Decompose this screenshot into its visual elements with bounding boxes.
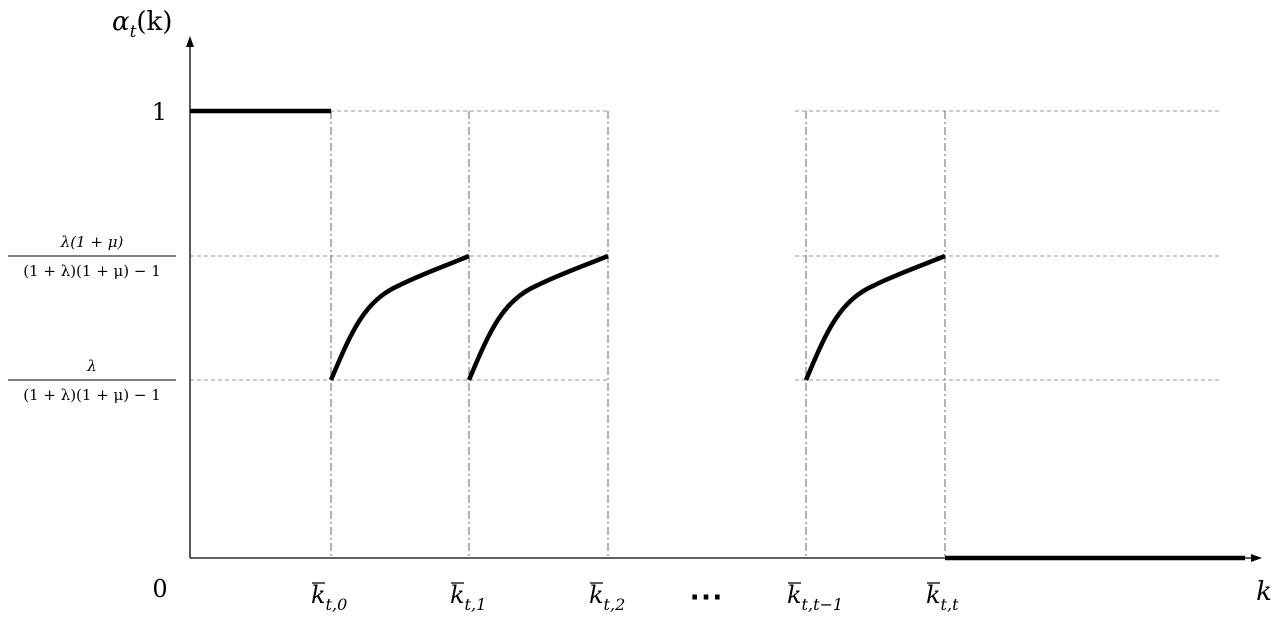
x-axis-arrow [1251, 554, 1262, 562]
axes [186, 36, 1262, 562]
y-tick-upper-numerator: λ(1 + μ) [60, 233, 124, 251]
y-axis-arrow [186, 36, 194, 47]
x-tick-label: kt,1 [450, 581, 486, 614]
x-axis-label: k [1256, 577, 1272, 607]
x-ellipsis: ⋯ [689, 577, 723, 617]
y-tick-lower-numerator: λ [86, 357, 97, 375]
x-tick-ktm1: kt,t−1 [787, 581, 843, 614]
y-tick-one: 1 [152, 98, 167, 126]
x-tick-k0: kt,0 [311, 581, 347, 614]
chart-vertical-grid [330, 111, 946, 558]
chart-grid [190, 110, 1222, 381]
curve-0 [328, 253, 470, 381]
x-tick-k1: kt,1 [450, 581, 486, 614]
x-tick-label: kt,0 [311, 581, 347, 614]
y-tick-upper-denominator: (1 + λ)(1 + μ) − 1 [23, 262, 161, 280]
x-tick-k2: kt,2 [589, 581, 625, 614]
x-tick-ktt: kt,t [926, 581, 959, 614]
y-tick-lower-denominator: (1 + λ)(1 + μ) − 1 [23, 386, 161, 404]
y-axis-label-arg: (k) [136, 7, 172, 37]
x-tick-label: kt,t [926, 581, 959, 614]
curve-t-1 [803, 253, 946, 381]
x-tick-label: kt,2 [589, 581, 625, 614]
x-tick-labels: kt,0 kt,1 kt,2 kt,t−1 kt,t [311, 581, 959, 614]
curve-1 [466, 253, 609, 381]
y-tick-zero: 0 [152, 575, 167, 603]
x-tick-label: kt,t−1 [787, 581, 843, 614]
series [190, 108, 1245, 561]
y-axis-label: αt(k) [112, 7, 172, 42]
